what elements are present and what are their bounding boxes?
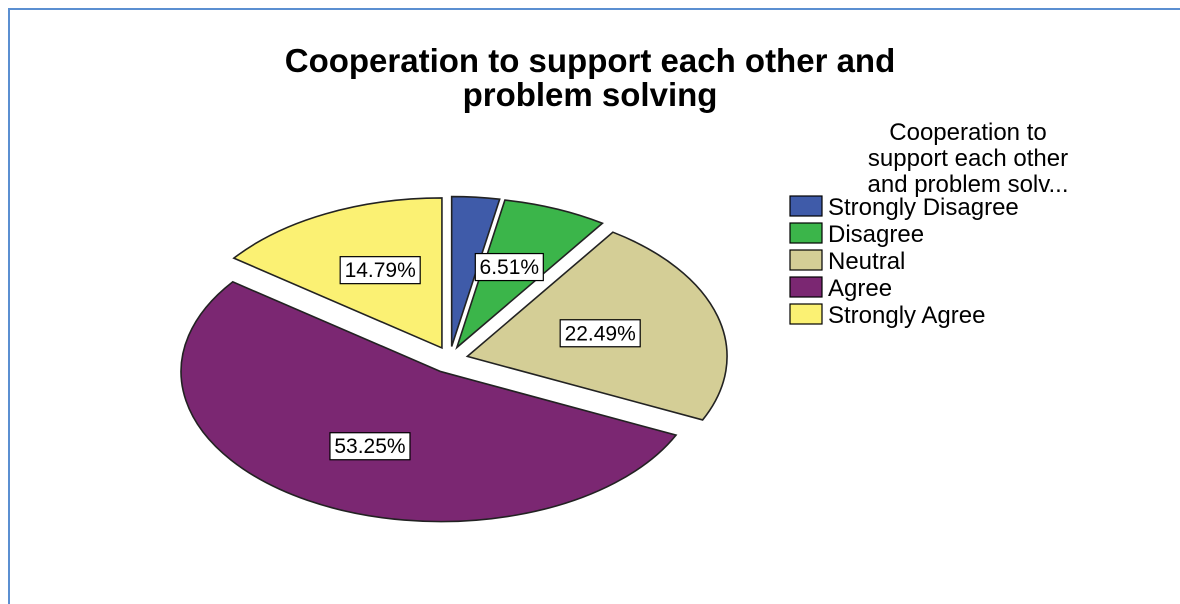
pie-slice-agree (180, 280, 678, 523)
legend-swatch (789, 249, 823, 271)
chart-title: Cooperation to support each other and pr… (284, 42, 896, 113)
legend-item-strongly-disagree: Strongly Disagree (789, 194, 1019, 221)
legend-item-strongly-agree: Strongly Agree (789, 302, 985, 329)
legend-swatch (789, 195, 823, 217)
data-label-text: 53.25% (334, 435, 405, 458)
legend-item-neutral: Neutral (789, 248, 905, 275)
data-label-box (474, 252, 544, 282)
data-label-agree: 53.25% (329, 432, 411, 461)
data-label-strongly-agree: 14.79% (339, 256, 421, 285)
pie-slices (180, 195, 728, 523)
data-label-box (339, 256, 421, 285)
data-label-text: 14.79% (345, 259, 416, 282)
legend-title-line: support each other (868, 145, 1068, 172)
legend-label: Agree (828, 275, 892, 302)
pie-slice-strongly-agree (232, 197, 443, 350)
legend-item-disagree: Disagree (789, 221, 924, 248)
data-label-box (329, 432, 411, 461)
data-label-disagree: 6.51% (474, 252, 544, 282)
legend-title-line: Cooperation to (889, 119, 1046, 146)
legend-swatch (789, 303, 823, 325)
data-label-box (559, 319, 641, 348)
legend-item-agree: Agree (789, 275, 892, 302)
legend-label: Strongly Disagree (828, 194, 1019, 221)
legend-swatch (789, 222, 823, 244)
legend: Cooperation to support each other and prob… (789, 119, 1069, 329)
legend-label: Disagree (828, 221, 924, 248)
data-label-neutral: 22.49% (559, 319, 641, 348)
pie-data-labels: 6.51% 22.49% 53.25% 14.79% (329, 252, 641, 461)
legend-title: Cooperation to support each other and prob… (868, 119, 1069, 198)
legend-swatch (789, 276, 823, 298)
chart-frame (8, 8, 1180, 604)
data-label-text: 22.49% (565, 322, 636, 345)
legend-label: Strongly Agree (828, 302, 985, 329)
data-label-text: 6.51% (480, 256, 540, 279)
legend-title-line: and problem solv... (868, 171, 1069, 198)
legend-label: Neutral (828, 248, 905, 275)
